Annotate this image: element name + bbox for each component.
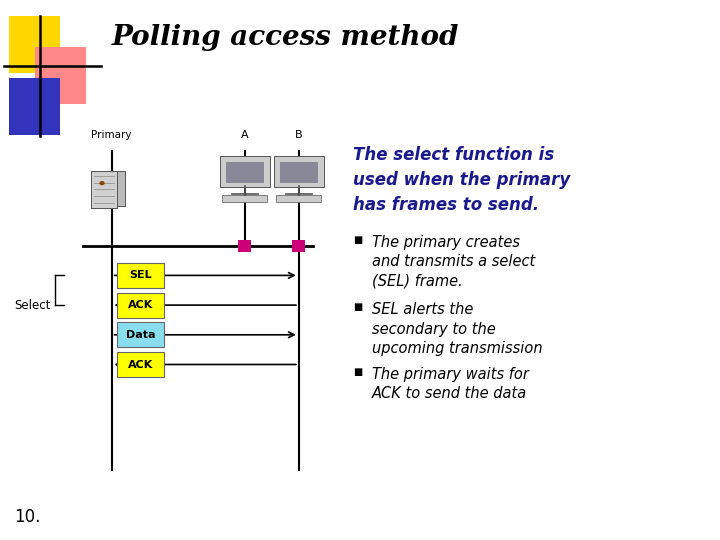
- Text: Primary: Primary: [91, 130, 132, 140]
- Text: 10.: 10.: [14, 509, 41, 526]
- Text: ACK: ACK: [127, 300, 153, 310]
- Text: SEL alerts the
secondary to the
upcoming transmission: SEL alerts the secondary to the upcoming…: [372, 302, 542, 356]
- FancyBboxPatch shape: [220, 156, 270, 187]
- FancyBboxPatch shape: [117, 263, 164, 288]
- Circle shape: [100, 181, 104, 185]
- Text: The primary creates
and transmits a select
(SEL) frame.: The primary creates and transmits a sele…: [372, 235, 535, 288]
- Text: ACK: ACK: [127, 360, 153, 369]
- FancyBboxPatch shape: [9, 78, 60, 135]
- FancyBboxPatch shape: [276, 194, 321, 202]
- FancyBboxPatch shape: [91, 171, 117, 208]
- FancyBboxPatch shape: [279, 162, 318, 183]
- Text: Data: Data: [126, 330, 155, 340]
- Text: The select function is
used when the primary
has frames to send.: The select function is used when the pri…: [353, 146, 570, 214]
- Text: A: A: [241, 130, 248, 140]
- Text: SEL: SEL: [129, 271, 152, 280]
- FancyBboxPatch shape: [226, 162, 264, 183]
- Text: Polling access method: Polling access method: [112, 24, 459, 51]
- Text: ■: ■: [353, 367, 362, 377]
- Text: B: B: [295, 130, 302, 140]
- FancyBboxPatch shape: [9, 16, 60, 73]
- FancyBboxPatch shape: [222, 194, 267, 202]
- Text: ■: ■: [353, 235, 362, 245]
- Text: ■: ■: [353, 302, 362, 313]
- Text: Select: Select: [14, 299, 50, 312]
- FancyBboxPatch shape: [102, 171, 125, 206]
- Text: The primary waits for
ACK to send the data: The primary waits for ACK to send the da…: [372, 367, 528, 401]
- FancyBboxPatch shape: [117, 293, 164, 318]
- FancyBboxPatch shape: [117, 322, 164, 347]
- FancyBboxPatch shape: [292, 240, 305, 252]
- FancyBboxPatch shape: [117, 352, 164, 377]
- FancyBboxPatch shape: [274, 156, 324, 187]
- FancyBboxPatch shape: [238, 240, 251, 252]
- FancyBboxPatch shape: [35, 47, 86, 104]
